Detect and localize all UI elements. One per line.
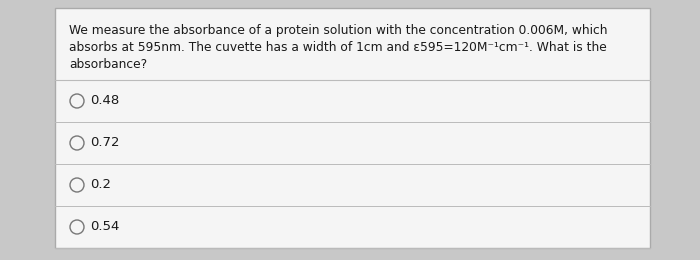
Text: 0.54: 0.54 xyxy=(90,220,120,233)
Text: absorbs at 595nm. The cuvette has a width of 1cm and ε595=120M⁻¹cm⁻¹. What is th: absorbs at 595nm. The cuvette has a widt… xyxy=(69,41,607,54)
Text: We measure the absorbance of a protein solution with the concentration 0.006M, w: We measure the absorbance of a protein s… xyxy=(69,24,608,37)
Text: absorbance?: absorbance? xyxy=(69,58,147,71)
Text: 0.48: 0.48 xyxy=(90,94,119,107)
Text: 0.2: 0.2 xyxy=(90,179,111,192)
Text: 0.72: 0.72 xyxy=(90,136,120,149)
FancyBboxPatch shape xyxy=(55,8,650,248)
